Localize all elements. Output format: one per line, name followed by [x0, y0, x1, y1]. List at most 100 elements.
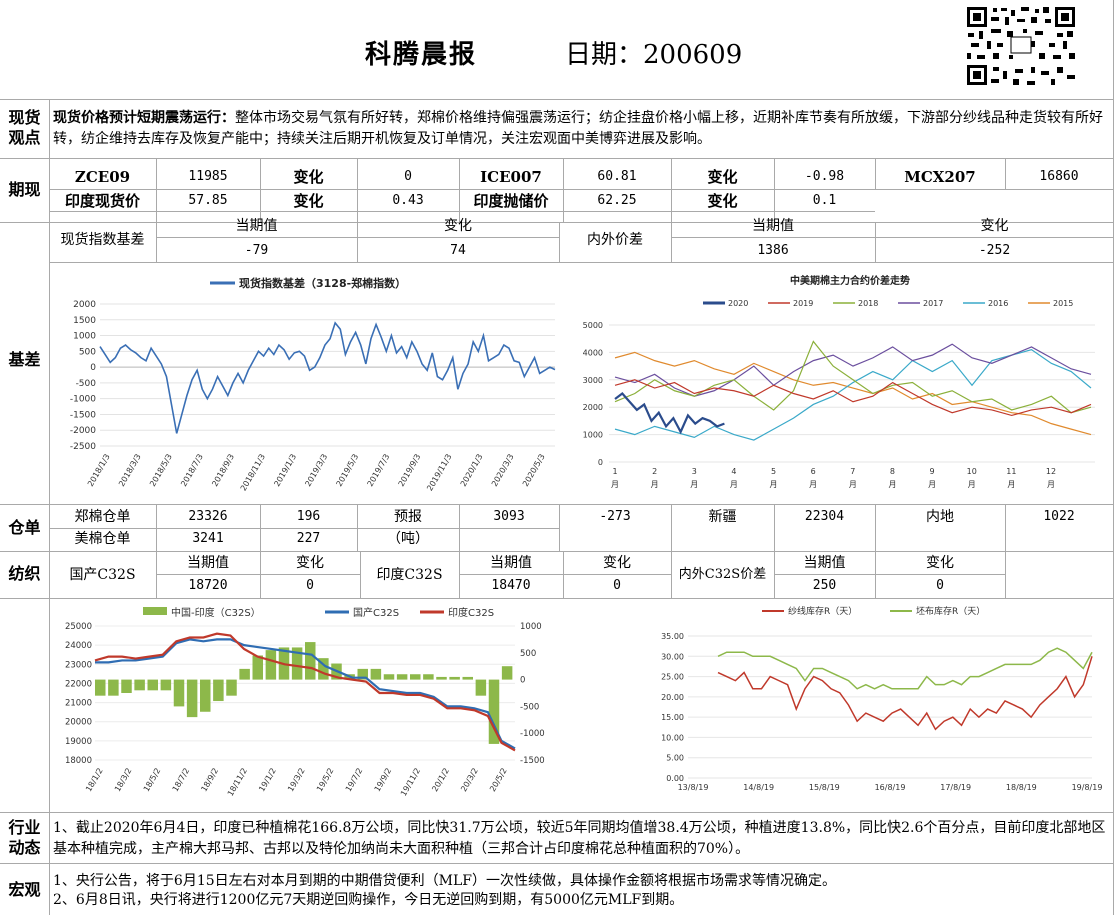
- diff-bar: [121, 679, 132, 693]
- series-2020: [614, 392, 725, 435]
- x-tick-label: 8: [890, 467, 895, 476]
- x-tick-label: 19/11/2: [399, 767, 422, 798]
- y-tick-label: 35.00: [661, 632, 684, 641]
- macro-line-1: 1、央行公告，将于6月15日左右对本月到期的中期借贷便利（MLF）一次性续做，具…: [53, 873, 836, 889]
- x-tick-label: 月: [888, 480, 896, 489]
- x-tick-label: 2020/1/3: [459, 453, 485, 489]
- x-tick-label: 月: [770, 480, 778, 489]
- zce-warehouse-change: 196: [296, 509, 321, 524]
- diff-bar: [95, 679, 106, 696]
- qr-code-icon: [965, 5, 1077, 87]
- x-tick-label: 19/7/2: [344, 767, 365, 794]
- legend-label: 2020: [728, 299, 748, 308]
- basis-left-header-change: 变化: [444, 218, 472, 234]
- x-tick-label: 月: [1007, 480, 1015, 489]
- x-tick-label: 14/8/19: [743, 783, 774, 792]
- y-tick-label: 2000: [583, 403, 603, 412]
- y-tick-label: 25000: [65, 622, 92, 632]
- industry-text: 1、截止2020年6月4日，印度已种植棉花166.8万公顷，同比快31.7万公顷…: [53, 820, 1106, 857]
- x-tick-label: 20/3/2: [459, 767, 480, 794]
- basis-right-header-change: 变化: [980, 218, 1009, 234]
- zce-warehouse-label: 郑棉仓单: [74, 509, 131, 525]
- x-tick-label: 月: [730, 480, 738, 489]
- x-tick-label: 20/1/2: [430, 767, 451, 794]
- y-tick-label: 2000: [73, 300, 96, 310]
- futures-cell-r1-c9: MCX207: [904, 168, 976, 186]
- y-tick-label: 18000: [65, 756, 92, 766]
- legend-label: 2018: [858, 299, 878, 308]
- x-tick-label: 月: [651, 480, 659, 489]
- xinjiang-label: 新疆: [708, 509, 737, 525]
- inventory-chart: 纱线库存R（天） 坯布库存R（天） 35.00 30.00 25.00 20.00 15.0…: [661, 605, 1102, 792]
- y-tick-label: 4000: [583, 348, 603, 357]
- futures-cell-r1-c3: 变化: [293, 168, 324, 186]
- legend-label: 坯布库存R（天）: [916, 605, 985, 617]
- futures-cell-r2-c1: 印度现货价: [64, 192, 140, 210]
- spot-view-text: 现货价格预计短期震荡运行：整体市场交易气氛有所好转，郑棉价格维持偏强震荡运行；纺…: [53, 108, 1109, 150]
- y-tick-label: 1500: [73, 316, 96, 326]
- diff-bar: [501, 666, 513, 680]
- x-tick-label: 2018/1/3: [86, 453, 112, 489]
- us-warehouse-value: 3241: [192, 531, 224, 546]
- y-tick-label: 30.00: [661, 652, 684, 661]
- india-c32s-change: 0: [613, 578, 621, 593]
- x-tick-label: 7: [850, 467, 855, 476]
- y2-tick-label: -500: [520, 702, 539, 712]
- y-tick-label: 5000: [583, 321, 603, 330]
- x-tick-label: 2018/7/3: [179, 453, 205, 489]
- legend-label: 2017: [923, 299, 943, 308]
- x-tick-label: 10: [967, 467, 977, 476]
- diff-bar: [252, 655, 263, 680]
- x-tick-label: 2019/1/3: [272, 453, 298, 489]
- x-tick-label: 12: [1046, 467, 1056, 476]
- futures-cell-r1-c2: 11985: [188, 169, 228, 184]
- x-tick-label: 18/8/19: [1006, 783, 1037, 792]
- x-tick-label: 2020/3/3: [490, 453, 516, 489]
- zce-warehouse-value: 23326: [188, 509, 228, 524]
- diff-bar: [186, 679, 198, 718]
- futures-cell-r1-c4: 0: [404, 169, 412, 184]
- macro-line-2: 2、6月8日讯，央行将进行1200亿元7天期逆回购操作，今日无逆回购到期，有50…: [53, 892, 684, 908]
- futures-cell-r2-c5: 印度抛储价: [473, 192, 549, 210]
- report-title: 科腾晨报: [365, 40, 478, 70]
- x-tick-label: 1: [612, 467, 617, 476]
- india-c32s-value: 18470: [491, 578, 531, 593]
- c32s-spread-label: 内外C32S价差: [678, 567, 767, 582]
- y-tick-label: 21000: [65, 699, 92, 709]
- domestic-c32s-value: 18720: [188, 578, 228, 593]
- india-c32s-header-value: 当期值: [490, 555, 532, 571]
- y2-tick-label: -1500: [520, 756, 545, 766]
- y-tick-label: 1000: [73, 332, 96, 342]
- chart-title: 中美期棉主力合约价差走势: [790, 274, 910, 287]
- x-tick-label: 月: [809, 480, 817, 489]
- y-tick-label: -500: [76, 379, 97, 389]
- diff-bar: [383, 674, 395, 680]
- x-tick-label: 11: [1006, 467, 1016, 476]
- basis-left-value: -79: [244, 243, 269, 258]
- diff-bar: [462, 676, 473, 680]
- x-tick-label: 18/3/2: [113, 767, 134, 794]
- spot-view-body: 整体市场交易气氛有所好转，郑棉价格维持偏强震荡运行；纺企挂盘价格小幅上移，近期补…: [53, 110, 1103, 147]
- domestic-c32s-label: 国产C32S: [69, 567, 136, 583]
- y-tick-label: -2000: [70, 426, 96, 436]
- diff-bar: [436, 676, 447, 680]
- futures-cell-r2-c2: 57.85: [188, 193, 228, 208]
- diff-bar: [370, 668, 382, 680]
- x-tick-label: 17/8/19: [940, 783, 971, 792]
- x-tick-label: 19/5/2: [315, 767, 336, 794]
- x-tick-label: 5: [771, 467, 776, 476]
- legend-label: 2015: [1053, 299, 1073, 308]
- x-tick-label: 19/9/2: [373, 767, 394, 794]
- y-tick-label: 1000: [583, 431, 603, 440]
- forecast-label: 预报: [394, 509, 422, 525]
- legend-label: 印度C32S: [448, 606, 494, 619]
- futures-cell-r1-c1: ZCE09: [74, 168, 131, 186]
- y-tick-label: 0: [598, 458, 603, 467]
- inland-value: 1022: [1043, 509, 1075, 524]
- x-tick-label: 13/8/19: [678, 783, 709, 792]
- legend-label: 2016: [988, 299, 1008, 308]
- legend-label: 中国-印度（C32S）: [171, 606, 261, 619]
- forecast-change: -273: [599, 509, 631, 524]
- y-tick-label: 5.00: [666, 754, 684, 763]
- basis-left-label: 现货指数基差: [60, 232, 145, 248]
